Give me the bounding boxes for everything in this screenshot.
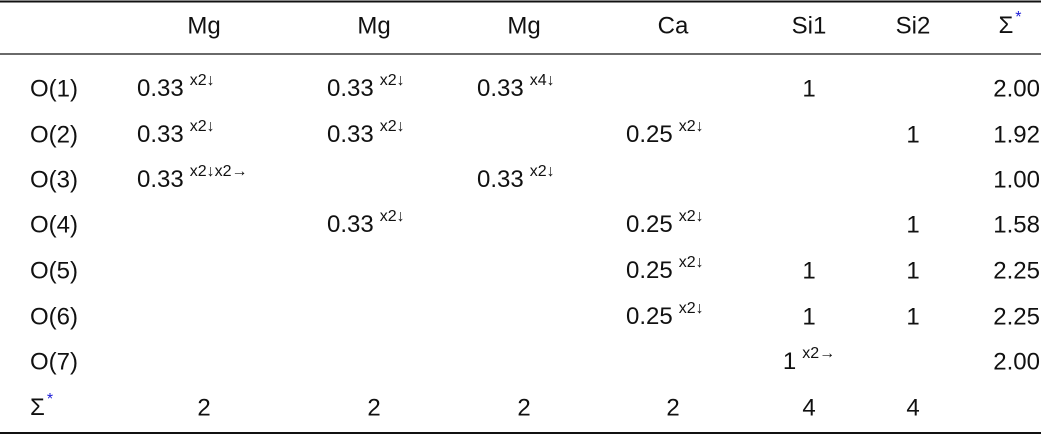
cell-sup: x2↓ xyxy=(679,300,704,317)
row-label: O(7) xyxy=(30,348,78,375)
cell-value: 1 xyxy=(783,348,796,375)
cell-sup: x2↓ xyxy=(190,72,215,89)
sum-cell: 2 xyxy=(197,394,210,421)
cell: 1 xyxy=(802,303,815,330)
cell: 0.33 x2↓ xyxy=(327,72,405,102)
cell-sup: x2↓x2→ xyxy=(190,163,248,180)
sum-cell: 4 xyxy=(802,394,815,421)
cell: 0.33 x2↓ xyxy=(327,118,405,148)
cell: 1 xyxy=(906,257,919,284)
column-header: Ca xyxy=(658,12,689,39)
column-header: Si2 xyxy=(896,12,931,39)
sum-cell: 2 xyxy=(367,394,380,421)
cell: 1 xyxy=(802,257,815,284)
cell: 1.00 xyxy=(993,166,1040,193)
cell: 1 xyxy=(906,211,919,238)
cell-value: 0.33 xyxy=(137,75,184,102)
column-header: Mg xyxy=(507,12,540,39)
column-header: Si1 xyxy=(792,12,827,39)
row-label: Σ * xyxy=(30,391,53,421)
cell: 0.25 x2↓ xyxy=(626,118,704,148)
cell-value: 0.25 xyxy=(626,303,673,330)
cell: 0.33 x2↓ xyxy=(137,72,215,102)
cell-value: 0.33 xyxy=(137,121,184,148)
row-label: O(3) xyxy=(30,166,78,193)
cell: 0.25 x2↓ xyxy=(626,208,704,238)
cell-sup: x2↓ xyxy=(380,118,405,135)
sum-header-value: Σ xyxy=(998,12,1013,39)
column-header: Mg xyxy=(187,12,220,39)
cell: 2.25 xyxy=(993,303,1040,330)
sum-header-sup: * xyxy=(1015,9,1021,26)
cell: 1 x2→ xyxy=(783,345,835,375)
cell: 2.00 xyxy=(993,348,1040,375)
cell: 0.25 x2↓ xyxy=(626,254,704,284)
cell-value: 0.25 xyxy=(626,121,673,148)
column-header: Mg xyxy=(357,12,390,39)
cell-value: 0.33 xyxy=(327,75,374,102)
row-label: O(1) xyxy=(30,75,78,102)
cell-value: 0.33 xyxy=(477,75,524,102)
cell-sup: x2↓ xyxy=(679,254,704,271)
row-label: O(5) xyxy=(30,257,78,284)
cell-value: 0.25 xyxy=(626,257,673,284)
cell-sup: x2→ xyxy=(802,345,835,362)
cell-sup: x2↓ xyxy=(380,72,405,89)
cell-value: 0.33 xyxy=(477,166,524,193)
cell: 0.33 x4↓ xyxy=(477,72,555,102)
cell: 2.00 xyxy=(993,75,1040,102)
row-label: O(4) xyxy=(30,211,78,238)
cell-sup: x2↓ xyxy=(679,208,704,225)
sum-cell: 2 xyxy=(517,394,530,421)
cell: 1 xyxy=(906,303,919,330)
cell-value: 0.33 xyxy=(327,121,374,148)
cell-sup: x2↓ xyxy=(190,118,215,135)
cell-sup: x2↓ xyxy=(380,208,405,225)
cell: 2.25 xyxy=(993,257,1040,284)
cell: 0.33 x2↓x2→ xyxy=(137,163,248,193)
cell: 0.33 x2↓ xyxy=(327,208,405,238)
cell: 0.33 x2↓ xyxy=(477,163,555,193)
row-label-sup: * xyxy=(47,391,53,408)
cell: 1 xyxy=(802,75,815,102)
cell-value: 0.33 xyxy=(137,166,184,193)
cell: 0.25 x2↓ xyxy=(626,300,704,330)
cell: 1.92 xyxy=(993,121,1040,148)
cell-sup: x4↓ xyxy=(530,72,555,89)
row-label: O(6) xyxy=(30,303,78,330)
row-label-value: Σ xyxy=(30,394,45,421)
cell-value: 0.33 xyxy=(327,211,374,238)
cell-value: 0.25 xyxy=(626,211,673,238)
cell-sup: x2↓ xyxy=(530,163,555,180)
sum-cell: 2 xyxy=(666,394,679,421)
cell: 1.58 xyxy=(993,211,1040,238)
cell: 1 xyxy=(906,121,919,148)
sum-header: Σ * xyxy=(998,9,1021,39)
sum-cell: 4 xyxy=(906,394,919,421)
cell-sup: x2↓ xyxy=(679,118,704,135)
row-label: O(2) xyxy=(30,121,78,148)
cell: 0.33 x2↓ xyxy=(137,118,215,148)
